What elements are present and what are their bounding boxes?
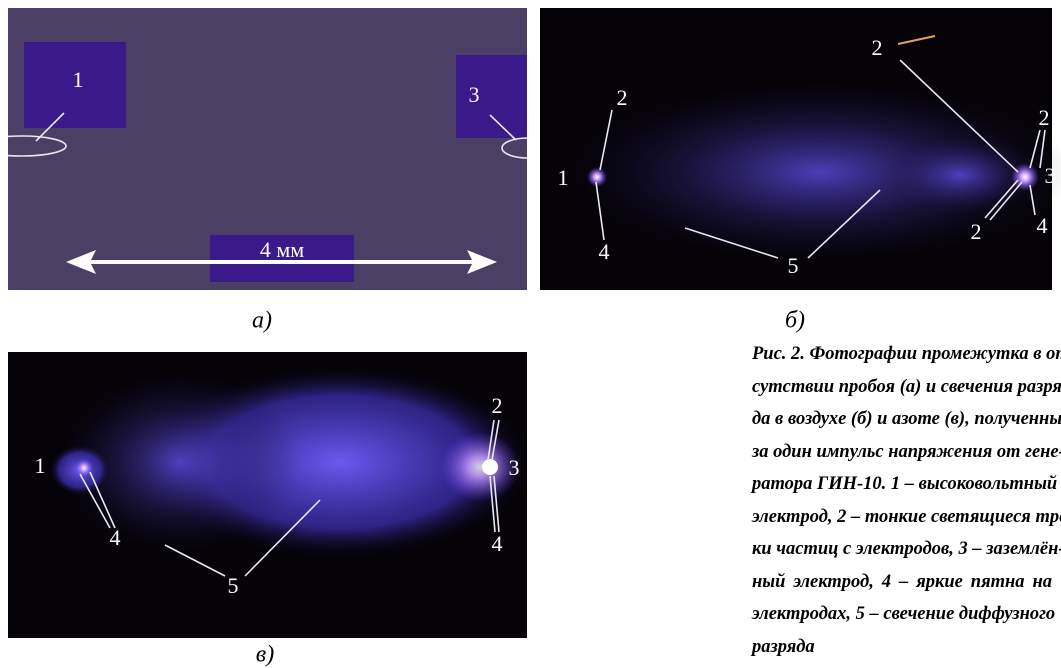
annotation: 4 bbox=[1037, 213, 1048, 238]
annotation: 3 bbox=[509, 455, 520, 480]
annotation: 2 bbox=[872, 35, 883, 60]
annotation: 2 bbox=[1039, 105, 1050, 130]
annotation: 1 bbox=[558, 165, 569, 190]
caption-line: ный электрод, 4 – яркие пятна на bbox=[752, 566, 1052, 599]
caption-line: сутствии пробоя (а) и свечения разря- bbox=[752, 371, 1052, 404]
annotation: 2 bbox=[492, 393, 503, 418]
caption-line: электродах, 5 – свечение диффузного bbox=[752, 598, 1052, 631]
caption-line: электрод, 2 – тонкие светящиеся тре- bbox=[752, 501, 1052, 534]
annotation: 1 bbox=[73, 67, 84, 92]
annotation: 2 bbox=[971, 219, 982, 244]
annotation: 5 bbox=[228, 573, 239, 598]
photo-b bbox=[540, 8, 1061, 290]
annotation: 5 bbox=[788, 253, 799, 278]
annotation: 3 bbox=[469, 82, 480, 107]
figure-page: 1 3 4 мм а) 2 2 1 4 2 3 4 2 5 б) 2 1 3 4… bbox=[0, 0, 1061, 668]
panel-label: в) bbox=[256, 642, 274, 668]
annotation: 4 bbox=[599, 239, 610, 264]
caption-line: разряда bbox=[752, 631, 1052, 664]
caption-line: Рис. 2. Фотографии промежутка в от- bbox=[752, 338, 1052, 371]
panel-label: б) bbox=[785, 308, 805, 334]
annotation: 4 bbox=[110, 525, 121, 550]
annotation: 4 bbox=[492, 531, 503, 556]
caption-line: да в воздухе (б) и азоте (в), полученные bbox=[752, 403, 1052, 436]
photo-c bbox=[8, 352, 530, 638]
annotation: 4 мм bbox=[260, 237, 304, 262]
annotation: 3 bbox=[1045, 163, 1056, 188]
panel-label: а) bbox=[252, 308, 272, 334]
annotation: 1 bbox=[35, 453, 46, 478]
caption: Рис. 2. Фотографии промежутка в от-сутст… bbox=[752, 338, 1052, 663]
caption-line: ки частиц с электродов, 3 – заземлён- bbox=[752, 533, 1052, 566]
annotation: 2 bbox=[617, 85, 628, 110]
caption-line: ратора ГИН-10. 1 – высоковольтный bbox=[752, 468, 1052, 501]
caption-line: за один импульс напряжения от гене- bbox=[752, 436, 1052, 469]
